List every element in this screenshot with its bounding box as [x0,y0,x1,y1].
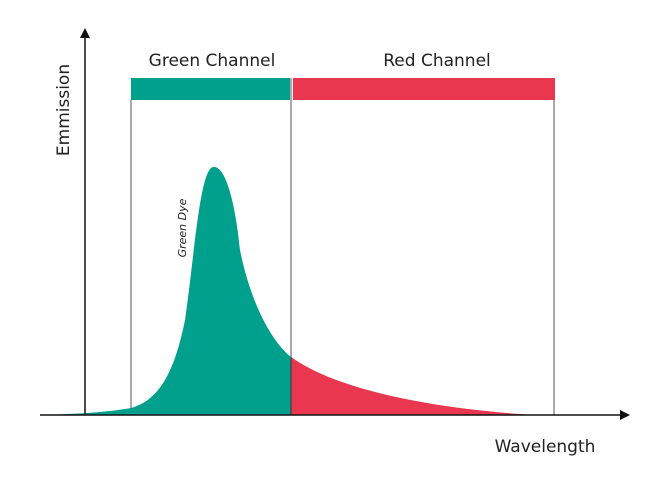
channel-label: Green Channel [149,51,276,71]
channel-label: Red Channel [383,51,491,71]
curve-label: Green Dye [176,198,189,257]
green-channel-bar [131,78,290,100]
red-channel-bar [293,78,555,100]
x-axis-label: Wavelength [495,437,596,457]
green-emission-area [40,166,291,415]
y-axis-label: Emmission [54,64,74,156]
red-emission-area [291,357,545,415]
